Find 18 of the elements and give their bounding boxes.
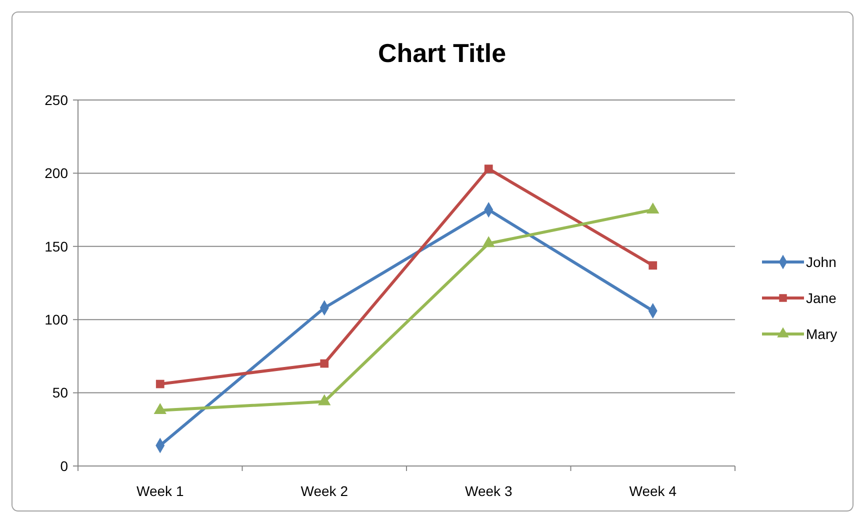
y-tick-label: 150 — [44, 238, 68, 254]
y-tick-label: 50 — [52, 384, 68, 401]
x-tick-label: Week 1 — [136, 483, 184, 499]
legend-label: Jane — [806, 290, 837, 306]
y-tick-label: 100 — [44, 312, 68, 328]
y-tick-label: 0 — [60, 458, 68, 474]
x-tick-label: Week 2 — [300, 483, 348, 499]
y-tick-label: 250 — [44, 92, 68, 108]
legend-label: John — [806, 254, 836, 270]
x-tick-label: Week 3 — [465, 483, 512, 499]
point — [156, 380, 164, 388]
point — [320, 359, 329, 368]
chart-title: Chart Title — [378, 38, 506, 68]
legend-label: Mary — [806, 326, 838, 342]
point — [648, 261, 658, 270]
y-tick-label: 200 — [44, 165, 68, 182]
x-tick-label: Week 4 — [629, 483, 677, 499]
point — [484, 164, 493, 173]
